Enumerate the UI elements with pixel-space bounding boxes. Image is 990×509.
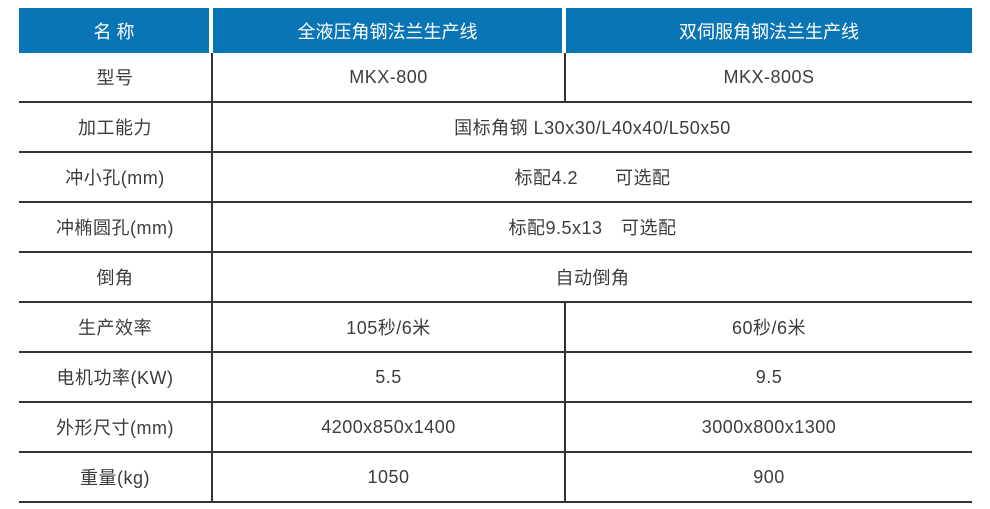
table-row-chamfer: 倒角 自动倒角 xyxy=(19,253,972,303)
row-label: 重量(kg) xyxy=(19,453,213,501)
row-value-machine1: 1050 xyxy=(213,453,566,501)
row-label: 型号 xyxy=(19,53,213,101)
spec-comparison-table: 名 称 全液压角钢法兰生产线 双伺服角钢法兰生产线 型号 MKX-800 MKX… xyxy=(19,8,972,503)
row-value-machine1: MKX-800 xyxy=(213,53,566,101)
row-value-machine1: 105秒/6米 xyxy=(213,303,566,351)
row-value-machine2: 3000x800x1300 xyxy=(701,416,837,437)
table-header-row: 名 称 全液压角钢法兰生产线 双伺服角钢法兰生产线 xyxy=(19,8,972,53)
row-label: 外形尺寸(mm) xyxy=(19,403,213,451)
header-cell-name: 名 称 xyxy=(19,8,213,53)
table-row-capacity: 加工能力 国标角钢 L30x30/L40x40/L50x50 xyxy=(19,103,972,153)
table-row-small-hole: 冲小孔(mm) 标配4.2 可选配 xyxy=(19,153,972,203)
row-value-merged: 标配9.5x13 可选配 xyxy=(508,218,677,238)
row-label: 冲椭圆孔(mm) xyxy=(19,203,213,251)
row-label: 倒角 xyxy=(19,253,213,301)
row-value-machine1: 4200x850x1400 xyxy=(213,403,566,451)
row-label: 冲小孔(mm) xyxy=(19,153,213,201)
row-label: 加工能力 xyxy=(19,103,213,151)
table-row-motor-power: 电机功率(KW) 5.5 9.5 xyxy=(19,353,972,403)
row-label: 生产效率 xyxy=(19,303,213,351)
row-value-machine1: 5.5 xyxy=(213,353,566,401)
table-row-oval-hole: 冲椭圆孔(mm) 标配9.5x13 可选配 xyxy=(19,203,972,253)
row-label: 电机功率(KW) xyxy=(19,353,213,401)
header-cell-machine1: 全液压角钢法兰生产线 xyxy=(213,8,566,53)
row-value-machine2: MKX-800S xyxy=(723,66,815,87)
table-row-dimensions: 外形尺寸(mm) 4200x850x1400 3000x800x1300 xyxy=(19,403,972,453)
row-value-machine2: 60秒/6米 xyxy=(731,318,807,338)
table-row-model: 型号 MKX-800 MKX-800S xyxy=(19,53,972,103)
row-value-machine2: 9.5 xyxy=(755,366,783,387)
table-row-efficiency: 生产效率 105秒/6米 60秒/6米 xyxy=(19,303,972,353)
table-row-weight: 重量(kg) 1050 900 xyxy=(19,453,972,503)
row-value-merged: 自动倒角 xyxy=(555,268,630,288)
row-value-merged: 标配4.2 可选配 xyxy=(514,168,671,188)
header-cell-machine2: 双伺服角钢法兰生产线 xyxy=(566,8,972,53)
row-value-merged: 国标角钢 L30x30/L40x40/L50x50 xyxy=(454,118,731,138)
row-value-machine2: 900 xyxy=(753,466,785,487)
